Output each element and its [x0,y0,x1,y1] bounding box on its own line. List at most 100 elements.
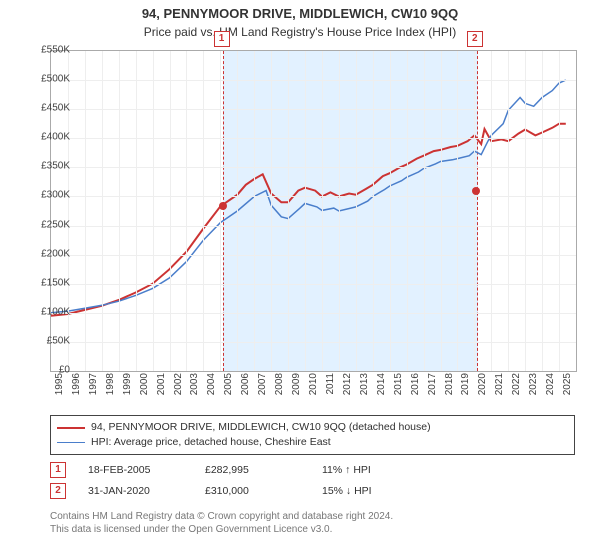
gridline-v [288,51,289,371]
y-axis-tick-label: £450K [25,103,70,114]
x-axis-tick-label: 2025 [562,373,573,403]
x-axis-tick-label: 2016 [410,373,421,403]
sale-marker-1: 1 [50,462,66,478]
gridline-v [525,51,526,371]
gridline-v [441,51,442,371]
gridline-h [51,342,576,343]
x-axis-tick-label: 2014 [376,373,387,403]
y-axis-tick-label: £200K [25,248,70,259]
gridline-v [119,51,120,371]
gridline-v [85,51,86,371]
y-axis-tick-label: £300K [25,190,70,201]
chart-container: 94, PENNYMOOR DRIVE, MIDDLEWICH, CW10 9Q… [0,0,600,560]
legend-row-hpi: HPI: Average price, detached house, Ches… [57,435,568,450]
legend-label-property: 94, PENNYMOOR DRIVE, MIDDLEWICH, CW10 9Q… [91,420,431,435]
x-axis-tick-label: 1996 [71,373,82,403]
sale-date: 18-FEB-2005 [88,464,183,476]
y-axis-tick-label: £50K [25,335,70,346]
sale-marker-2: 2 [50,483,66,499]
sale-price: £310,000 [205,485,300,497]
legend-label-hpi: HPI: Average price, detached house, Ches… [91,435,331,450]
gridline-v [542,51,543,371]
gridline-v [271,51,272,371]
legend-box: 94, PENNYMOOR DRIVE, MIDDLEWICH, CW10 9Q… [50,415,575,455]
x-axis-tick-label: 1997 [88,373,99,403]
x-axis-tick-label: 2019 [460,373,471,403]
x-axis-tick-label: 2009 [291,373,302,403]
sale-date: 31-JAN-2020 [88,485,183,497]
gridline-v [559,51,560,371]
gridline-v [305,51,306,371]
gridline-v [457,51,458,371]
gridline-h [51,196,576,197]
gridline-h [51,255,576,256]
x-axis-tick-label: 2024 [545,373,556,403]
title-block: 94, PENNYMOOR DRIVE, MIDDLEWICH, CW10 9Q… [0,0,600,39]
chart-plot-area [50,50,577,372]
footer-line2: This data is licensed under the Open Gov… [50,523,575,536]
gridline-v [102,51,103,371]
x-axis-tick-label: 2003 [189,373,200,403]
x-axis-tick-label: 2001 [156,373,167,403]
x-axis-tick-label: 1998 [105,373,116,403]
sale-point-dot [472,187,480,195]
sale-delta: 11% ↑ HPI [322,464,417,476]
x-axis-tick-label: 2008 [274,373,285,403]
gridline-v [491,51,492,371]
x-axis-tick-label: 2007 [257,373,268,403]
y-axis-tick-label: £550K [25,45,70,56]
gridline-v [508,51,509,371]
sale-marker-box: 2 [467,31,483,47]
gridline-v [68,51,69,371]
x-axis-tick-label: 2021 [494,373,505,403]
footer-line1: Contains HM Land Registry data © Crown c… [50,510,575,523]
gridline-v [407,51,408,371]
gridline-h [51,313,576,314]
sales-row: 1 18-FEB-2005 £282,995 11% ↑ HPI [50,462,575,478]
x-axis-tick-label: 2000 [139,373,150,403]
gridline-h [51,167,576,168]
gridline-v [424,51,425,371]
gridline-v [339,51,340,371]
gridline-v [186,51,187,371]
gridline-v [390,51,391,371]
gridline-h [51,138,576,139]
x-axis-tick-label: 2015 [393,373,404,403]
sale-delta: 15% ↓ HPI [322,485,417,497]
x-axis-tick-label: 2011 [325,373,336,403]
y-axis-tick-label: £150K [25,277,70,288]
title-sub: Price paid vs. HM Land Registry's House … [0,25,600,39]
footer-attribution: Contains HM Land Registry data © Crown c… [50,510,575,536]
x-axis-tick-label: 2023 [528,373,539,403]
x-axis-tick-label: 2020 [477,373,488,403]
sales-row: 2 31-JAN-2020 £310,000 15% ↓ HPI [50,483,575,499]
x-axis-tick-label: 2018 [444,373,455,403]
gridline-v [254,51,255,371]
gridline-v [356,51,357,371]
legend-swatch-hpi [57,442,85,443]
y-axis-tick-label: £500K [25,74,70,85]
gridline-v [220,51,221,371]
y-axis-tick-label: £400K [25,132,70,143]
x-axis-tick-label: 2013 [359,373,370,403]
y-axis-tick-label: £350K [25,161,70,172]
x-axis-tick-label: 2005 [223,373,234,403]
y-axis-tick-label: £250K [25,219,70,230]
gridline-h [51,80,576,81]
sale-price: £282,995 [205,464,300,476]
sales-table: 1 18-FEB-2005 £282,995 11% ↑ HPI 2 31-JA… [50,462,575,504]
y-axis-tick-label: £100K [25,306,70,317]
x-axis-tick-label: 1995 [54,373,65,403]
sale-point-dot [219,202,227,210]
gridline-v [237,51,238,371]
gridline-v [474,51,475,371]
gridline-v [203,51,204,371]
x-axis-tick-label: 2006 [240,373,251,403]
gridline-h [51,284,576,285]
gridline-h [51,109,576,110]
gridline-v [170,51,171,371]
gridline-h [51,226,576,227]
title-main: 94, PENNYMOOR DRIVE, MIDDLEWICH, CW10 9Q… [0,6,600,21]
series-line-property [51,124,566,316]
sale-marker-box: 1 [214,31,230,47]
